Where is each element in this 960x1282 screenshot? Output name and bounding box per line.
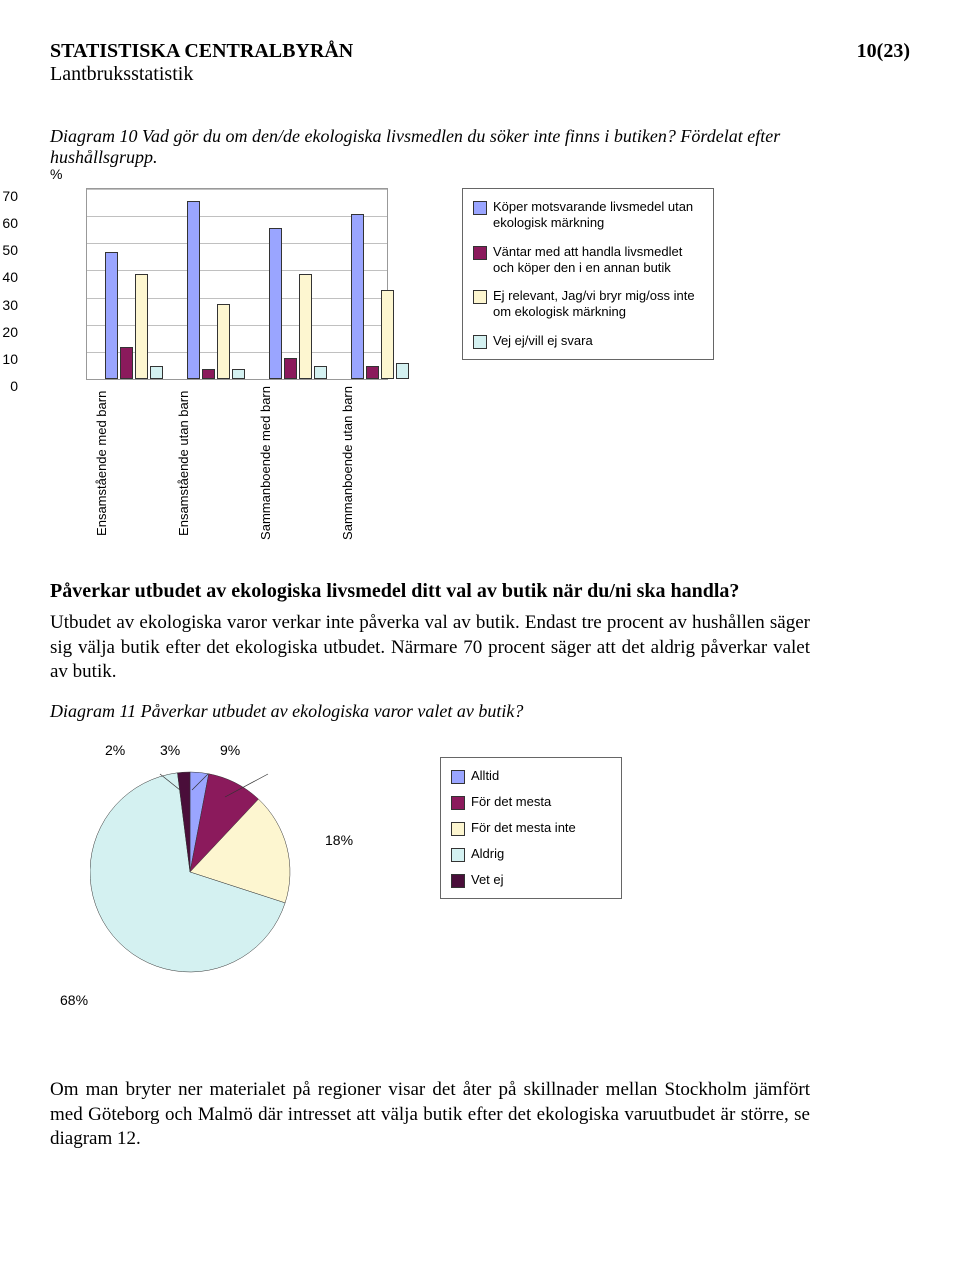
legend-item: Aldrig — [451, 846, 611, 862]
legend-item: Väntar med att handla livsmedlet och köp… — [473, 244, 703, 277]
bar — [351, 214, 364, 379]
legend-swatch — [451, 848, 465, 862]
bar-chart-xlabels: Ensamstående med barnEnsamstående utan b… — [50, 386, 422, 540]
para1: Utbudet av ekologiska varor verkar inte … — [50, 611, 810, 685]
bar-group — [269, 228, 327, 379]
heading1: Påverkar utbudet av ekologiska livsmedel… — [50, 580, 810, 603]
bar-chart-legend: Köper motsvarande livsmedel utan ekologi… — [462, 188, 714, 360]
bar — [269, 228, 282, 379]
bar — [314, 366, 327, 379]
legend-label: För det mesta — [471, 794, 551, 809]
legend-item: Vej ej/vill ej svara — [473, 333, 703, 349]
bar — [232, 369, 245, 379]
bar-chart: % 010203040506070 Ensamstående med barnE… — [50, 188, 422, 540]
legend-swatch — [451, 874, 465, 888]
legend-swatch — [473, 290, 487, 304]
bar-chart-ytitle: % — [50, 166, 62, 182]
legend-item: Ej relevant, Jag/vi bryr mig/oss inte om… — [473, 288, 703, 321]
legend-label: Aldrig — [471, 846, 504, 861]
legend-label: Vet ej — [471, 872, 504, 887]
bar-group — [187, 201, 245, 379]
page-number: 10(23) — [857, 40, 910, 63]
y-tick: 40 — [2, 269, 18, 285]
y-tick: 60 — [2, 215, 18, 231]
bar — [284, 358, 297, 379]
section-name: Lantbruksstatistik — [50, 63, 910, 86]
legend-swatch — [451, 770, 465, 784]
legend-label: Ej relevant, Jag/vi bryr mig/oss inte om… — [493, 288, 703, 321]
gridline — [87, 189, 387, 190]
legend-item: För det mesta — [451, 794, 611, 810]
legend-swatch — [451, 796, 465, 810]
bar — [120, 347, 133, 379]
bar-group — [105, 252, 163, 379]
x-label: Sammanboende med barn — [258, 386, 340, 540]
pie-percent-label: 68% — [60, 992, 88, 1008]
bar — [217, 304, 230, 379]
pie-percent-label: 2% — [105, 742, 125, 758]
diagram11-caption: Diagram 11 Påverkar utbudet av ekologisk… — [50, 701, 810, 722]
y-tick: 50 — [2, 242, 18, 258]
diagram10-chart: % 010203040506070 Ensamstående med barnE… — [50, 188, 910, 540]
legend-item: Köper motsvarande livsmedel utan ekologi… — [473, 199, 703, 232]
legend-swatch — [451, 822, 465, 836]
bar — [381, 290, 394, 379]
bar — [187, 201, 200, 379]
bar — [150, 366, 163, 379]
x-label: Sammanboende utan barn — [340, 386, 422, 540]
legend-label: Alltid — [471, 768, 499, 783]
legend-label: För det mesta inte — [471, 820, 576, 835]
agency-name: STATISTISKA CENTRALBYRÅN — [50, 40, 353, 63]
pie-chart: 2% 3% 9% 18% 68% — [50, 742, 410, 1062]
y-tick: 70 — [2, 188, 18, 204]
bar-group — [351, 214, 409, 379]
y-tick: 10 — [2, 351, 18, 367]
bar — [202, 369, 215, 379]
y-tick: 30 — [2, 297, 18, 313]
legend-item: Alltid — [451, 768, 611, 784]
diagram11-chart: 2% 3% 9% 18% 68% Alltid För det mesta För det … — [50, 742, 910, 1062]
pie-percent-label: 18% — [325, 832, 353, 848]
x-label: Ensamstående utan barn — [176, 386, 258, 540]
y-tick: 0 — [10, 378, 18, 394]
bar — [366, 366, 379, 379]
legend-swatch — [473, 246, 487, 260]
legend-swatch — [473, 201, 487, 215]
bar — [135, 274, 148, 379]
legend-swatch — [473, 335, 487, 349]
pie-percent-label: 3% — [160, 742, 180, 758]
bar — [396, 363, 409, 379]
x-label: Ensamstående med barn — [94, 386, 176, 540]
y-tick: 20 — [2, 324, 18, 340]
pie-svg — [90, 762, 310, 982]
legend-label: Vej ej/vill ej svara — [493, 333, 593, 349]
diagram10-caption: Diagram 10 Vad gör du om den/de ekologis… — [50, 126, 810, 168]
para2: Om man bryter ner materialet på regioner… — [50, 1078, 810, 1152]
legend-item: Vet ej — [451, 872, 611, 888]
pie-percent-label: 9% — [220, 742, 240, 758]
bar-chart-plot — [86, 188, 388, 380]
pie-chart-legend: Alltid För det mesta För det mesta inte Ald… — [440, 757, 622, 899]
bar — [105, 252, 118, 379]
legend-label: Väntar med att handla livsmedlet och köp… — [493, 244, 703, 277]
bar — [299, 274, 312, 379]
legend-label: Köper motsvarande livsmedel utan ekologi… — [493, 199, 703, 232]
legend-item: För det mesta inte — [451, 820, 611, 836]
